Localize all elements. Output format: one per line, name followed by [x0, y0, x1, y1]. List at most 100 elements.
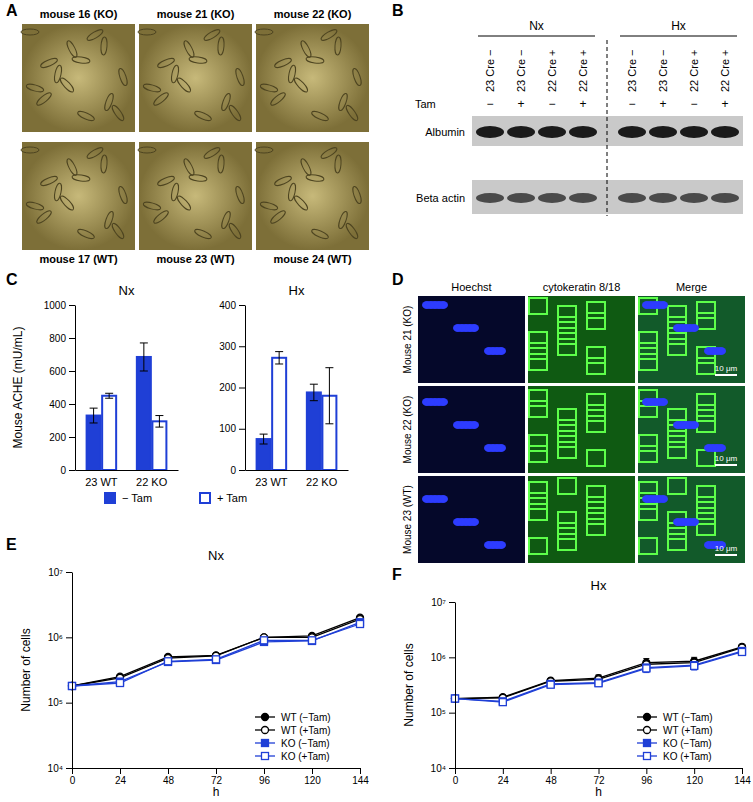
- axis-title: h: [595, 785, 602, 799]
- tick-mark: [120, 768, 121, 774]
- cell-outline: [639, 343, 657, 359]
- cell-outline: [668, 431, 686, 447]
- cell-outline: [558, 339, 576, 355]
- cell-outline: [110, 222, 125, 240]
- marker: [739, 648, 746, 655]
- line-chart: Hx10⁴10⁵10⁶10⁷024487296120144hNumber of …: [402, 578, 751, 799]
- cell-outline: [697, 358, 715, 374]
- image-label: mouse 21 (KO): [157, 8, 235, 20]
- cell-outline: [587, 486, 605, 502]
- error-bar: [105, 393, 113, 398]
- cell-outline: [170, 65, 180, 84]
- tick: 200: [49, 432, 75, 443]
- tick-mark: [551, 768, 552, 774]
- micrograph: [256, 24, 369, 132]
- legend-marker: [262, 714, 269, 721]
- row-label: Beta actin: [416, 192, 465, 204]
- tick-mark: [69, 305, 75, 306]
- tick: 22 KO: [306, 470, 338, 488]
- divider: [607, 40, 608, 216]
- tick-mark: [264, 768, 265, 774]
- cell-outline: [697, 486, 715, 502]
- lane-label: 23 Cre −: [657, 50, 669, 93]
- error-bar: [325, 368, 333, 424]
- blot-band: [649, 193, 677, 203]
- image-label: mouse 17 (WT): [39, 253, 118, 265]
- bar: [137, 357, 151, 470]
- axis: 02004006008001000: [44, 300, 76, 476]
- tick: 24: [498, 768, 510, 786]
- cell-outline: [103, 93, 115, 112]
- marker: [595, 680, 602, 687]
- nucleus: [496, 347, 506, 355]
- cell-outline: [77, 228, 96, 241]
- cell-outline: [529, 482, 547, 498]
- panel-letter: D: [392, 271, 404, 288]
- legend-marker: [262, 740, 269, 747]
- lane-label: 22 Cre +: [546, 50, 558, 93]
- marker: [165, 658, 172, 665]
- tick-mark: [360, 768, 361, 774]
- blot-band: [507, 126, 535, 138]
- blot-band: [649, 126, 677, 138]
- chart-title: Hx: [591, 578, 607, 593]
- tick-mark: [503, 768, 504, 774]
- axis-title: h: [213, 785, 220, 799]
- cell-outline: [587, 497, 605, 513]
- series-line: [455, 648, 742, 699]
- axis: 024487296120144: [70, 768, 370, 786]
- tick-label: 24: [498, 775, 510, 786]
- cell-outline: [203, 146, 222, 160]
- tick: 10⁴: [48, 763, 72, 774]
- cell-outline: [182, 158, 196, 177]
- bar: [272, 358, 286, 470]
- tick-mark: [449, 768, 455, 769]
- nucleus: [689, 518, 699, 526]
- cell-outline: [194, 228, 213, 241]
- cell-outline: [639, 435, 657, 451]
- tick-label: 120: [686, 775, 703, 786]
- tick: 23 WT: [85, 470, 118, 488]
- tick-mark: [69, 437, 75, 438]
- scale-bar-label: 10 μm: [715, 364, 738, 373]
- cell-outline: [176, 76, 193, 93]
- tick-mark: [168, 768, 169, 774]
- column-header: cytokeratin 8/18: [543, 281, 621, 293]
- cell-outline: [529, 401, 547, 417]
- scale-bar: [715, 374, 737, 376]
- cell-outline: [103, 211, 115, 230]
- tick: 120: [686, 768, 703, 786]
- tam-label: −: [486, 97, 493, 111]
- cell-outline: [587, 302, 605, 318]
- axis: 0100200300400: [219, 300, 245, 476]
- cell-outline: [558, 442, 576, 458]
- marker: [499, 698, 506, 705]
- cell-outline: [152, 209, 170, 225]
- chart-title: Nx: [208, 548, 224, 563]
- tick: 10⁵: [48, 697, 72, 708]
- scale-bar-label: 10 μm: [715, 544, 738, 553]
- blot-band: [476, 193, 504, 203]
- legend-label: WT (−Tam): [281, 712, 331, 723]
- cell-outline: [697, 394, 715, 410]
- nucleus: [469, 324, 479, 332]
- legend-label: KO (−Tam): [663, 738, 712, 749]
- cell-outline: [35, 209, 53, 225]
- marker: [261, 637, 268, 644]
- lane-label: 22 Cre +: [688, 50, 700, 93]
- cell-outline: [21, 29, 39, 35]
- blot-band: [476, 126, 504, 138]
- tick-mark: [72, 768, 73, 774]
- lane-label: 23 Cre −: [484, 50, 496, 93]
- tick: 10⁶: [48, 632, 72, 643]
- tick-label: 10⁵: [48, 697, 63, 708]
- cell-outline: [26, 201, 45, 212]
- tick: 120: [304, 768, 321, 786]
- cell-outline: [65, 40, 79, 59]
- axis: 10⁴10⁵10⁶10⁷: [48, 567, 73, 774]
- error-bar: [155, 416, 163, 428]
- blot-band: [538, 193, 566, 203]
- cell-outline: [558, 420, 576, 436]
- scale-bar: [715, 554, 737, 556]
- fluorescence-image: [528, 296, 635, 383]
